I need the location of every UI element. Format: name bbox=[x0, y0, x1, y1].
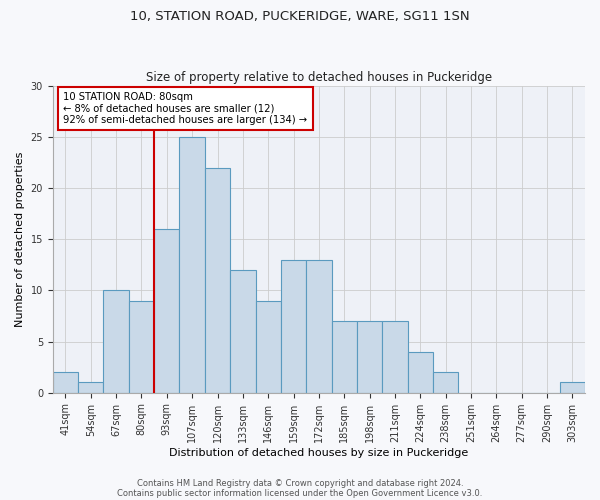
Bar bbox=[306, 260, 332, 392]
Bar bbox=[332, 321, 357, 392]
Bar bbox=[205, 168, 230, 392]
Bar bbox=[357, 321, 382, 392]
X-axis label: Distribution of detached houses by size in Puckeridge: Distribution of detached houses by size … bbox=[169, 448, 469, 458]
Bar bbox=[281, 260, 306, 392]
Bar bbox=[256, 300, 281, 392]
Text: 10, STATION ROAD, PUCKERIDGE, WARE, SG11 1SN: 10, STATION ROAD, PUCKERIDGE, WARE, SG11… bbox=[130, 10, 470, 23]
Bar bbox=[129, 300, 154, 392]
Bar bbox=[154, 229, 179, 392]
Title: Size of property relative to detached houses in Puckeridge: Size of property relative to detached ho… bbox=[146, 70, 492, 84]
Bar bbox=[230, 270, 256, 392]
Bar bbox=[53, 372, 78, 392]
Bar bbox=[407, 352, 433, 393]
Bar bbox=[382, 321, 407, 392]
Bar bbox=[179, 137, 205, 392]
Bar bbox=[78, 382, 103, 392]
Text: Contains public sector information licensed under the Open Government Licence v3: Contains public sector information licen… bbox=[118, 488, 482, 498]
Bar bbox=[103, 290, 129, 392]
Bar bbox=[560, 382, 585, 392]
Bar bbox=[433, 372, 458, 392]
Y-axis label: Number of detached properties: Number of detached properties bbox=[15, 152, 25, 327]
Text: 10 STATION ROAD: 80sqm
← 8% of detached houses are smaller (12)
92% of semi-deta: 10 STATION ROAD: 80sqm ← 8% of detached … bbox=[64, 92, 308, 126]
Text: Contains HM Land Registry data © Crown copyright and database right 2024.: Contains HM Land Registry data © Crown c… bbox=[137, 478, 463, 488]
